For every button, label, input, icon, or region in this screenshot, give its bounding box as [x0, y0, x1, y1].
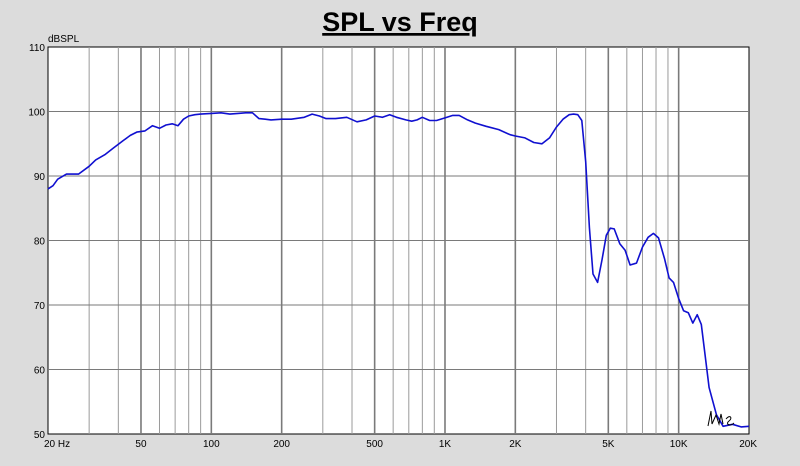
x-tick-label: 2K: [509, 439, 522, 450]
grid: [48, 47, 749, 434]
x-tick-label: 5K: [602, 439, 615, 450]
y-tick-label: 70: [34, 301, 46, 312]
x-tick-label: 100: [203, 439, 220, 450]
x-tick-label: 50: [135, 439, 147, 450]
x-tick-label: 20K: [739, 439, 757, 450]
y-tick-label: 50: [34, 430, 46, 441]
x-tick-label: 20 Hz: [44, 439, 70, 450]
signature-mark: [707, 410, 735, 427]
chart-title: SPL vs Freq: [322, 7, 478, 37]
y-tick-label: 80: [34, 237, 46, 248]
x-axis-ticks: 20 Hz 50 100 200 500 1K 2K 5K 10K 20K: [44, 439, 757, 450]
x-tick-label: 200: [273, 439, 290, 450]
spl-response-line: [47, 112, 750, 428]
x-tick-label: 1K: [439, 439, 452, 450]
signature-scribble: [707, 410, 735, 427]
y-axis-ticks: 50 60 70 80 90 100 110: [28, 43, 45, 441]
y-tick-label: 60: [34, 366, 46, 377]
y-axis-label: dBSPL: [48, 34, 80, 45]
x-tick-label: 10K: [670, 439, 688, 450]
y-tick-label: 90: [34, 172, 46, 183]
x-tick-label: 500: [366, 439, 383, 450]
y-tick-label: 110: [29, 43, 45, 54]
y-tick-label: 100: [28, 108, 45, 119]
